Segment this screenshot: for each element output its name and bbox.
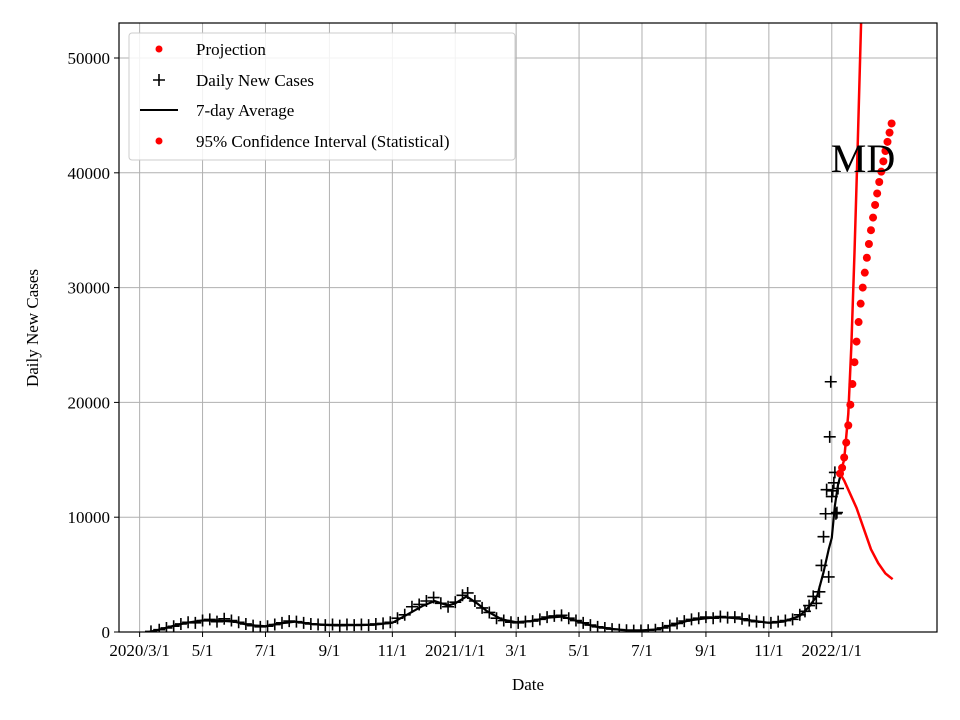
- daily-case-marker: [203, 613, 216, 626]
- projection-dot: [864, 239, 873, 248]
- daily-case-marker: [829, 507, 842, 520]
- projection-dot: [846, 400, 855, 409]
- legend-ci-marker: [155, 137, 163, 145]
- legend-daily-marker: [153, 74, 165, 86]
- projection-dot: [866, 226, 875, 235]
- x-tick-label: 5/1: [192, 641, 214, 660]
- y-tick-label: 40000: [68, 164, 111, 183]
- daily-case-marker: [442, 600, 455, 613]
- projection-dot: [885, 128, 894, 137]
- projection-dot: [850, 358, 859, 367]
- y-axis-label: Daily New Cases: [23, 269, 42, 387]
- y-tick-label: 20000: [68, 393, 111, 412]
- projection-dot: [852, 337, 861, 346]
- projection-dot: [869, 213, 878, 222]
- projection-dot: [856, 299, 865, 308]
- state-annotation: MD: [831, 136, 895, 181]
- plot-area: [144, 23, 896, 632]
- projection-dot: [842, 438, 851, 447]
- x-tick-label: 5/1: [568, 641, 590, 660]
- x-tick-label: 2022/1/1: [802, 641, 862, 660]
- x-tick-label: 9/1: [319, 641, 341, 660]
- x-tick-label: 7/1: [631, 641, 653, 660]
- projection-dot: [875, 177, 884, 186]
- seven-day-average-line: [148, 476, 842, 632]
- daily-case-marker: [822, 570, 835, 583]
- daily-case-marker: [820, 483, 833, 496]
- axis-ticks: 2020/3/1 5/1 7/1 9/1 11/1 2021/1/1 3/1 5/1 7/1 9/…: [68, 49, 863, 660]
- y-tick-label: 0: [102, 623, 111, 642]
- projection-dot: [844, 421, 853, 430]
- legend: Projection Daily New Cases 7-day Average…: [128, 32, 516, 161]
- x-tick-label: 3/1: [505, 641, 527, 660]
- legend-daily-label: Daily New Cases: [196, 71, 314, 90]
- x-tick-label: 7/1: [255, 641, 277, 660]
- legend-projection-marker: [155, 45, 163, 53]
- projection-dot: [840, 453, 849, 462]
- projection-dot: [860, 268, 869, 277]
- legend-box: [128, 32, 516, 161]
- x-tick-label: 2021/1/1: [425, 641, 485, 660]
- daily-case-marker: [824, 375, 837, 388]
- projection-dot: [877, 167, 886, 176]
- x-tick-label: 2020/3/1: [109, 641, 169, 660]
- projection-dot: [887, 119, 896, 128]
- daily-case-marker: [823, 430, 836, 443]
- x-tick-label: 9/1: [695, 641, 717, 660]
- projection-dot: [883, 137, 892, 146]
- projection-dot: [873, 189, 882, 198]
- ci-lower-line: [838, 472, 894, 581]
- x-tick-label: 11/1: [378, 641, 408, 660]
- axes-frame: [118, 22, 938, 633]
- x-axis-label: Date: [512, 675, 544, 694]
- daily-case-marker: [819, 507, 832, 520]
- projection-dot: [858, 283, 867, 292]
- projection-dot: [848, 380, 857, 389]
- projection-dot: [879, 157, 888, 166]
- y-tick-label: 10000: [68, 508, 111, 527]
- projection-dot: [862, 253, 871, 262]
- projection-dot: [881, 146, 890, 155]
- projection-dot: [854, 318, 863, 327]
- daily-case-marker: [817, 530, 830, 543]
- x-tick-label: 11/1: [754, 641, 784, 660]
- legend-ci-label: 95% Confidence Interval (Statistical): [196, 132, 450, 151]
- legend-projection-label: Projection: [196, 40, 266, 59]
- projection-dot: [838, 463, 847, 472]
- projection-dot: [871, 200, 880, 209]
- daily-case-marker: [830, 506, 843, 519]
- y-tick-label: 50000: [68, 49, 111, 68]
- y-tick-label: 30000: [68, 279, 111, 298]
- daily-case-marker: [218, 612, 231, 625]
- daily-case-marker: [555, 609, 568, 622]
- legend-average-label: 7-day Average: [196, 101, 294, 120]
